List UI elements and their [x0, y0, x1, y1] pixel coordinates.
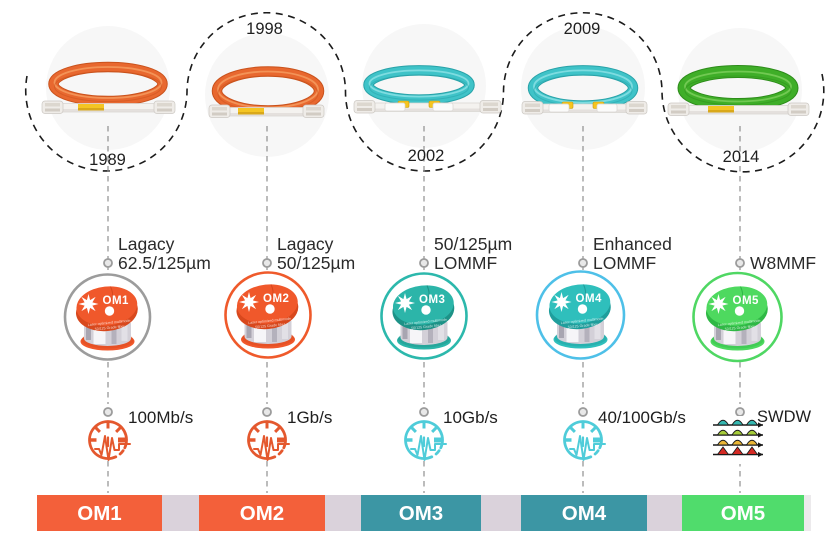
svg-text:OM3: OM3	[419, 294, 445, 306]
svg-text:50/125 Grade fiber: 50/125 Grade fiber	[95, 324, 126, 331]
svg-text:1998: 1998	[246, 20, 283, 38]
svg-text:Enhanced: Enhanced	[593, 234, 672, 254]
svg-text:OM5: OM5	[721, 502, 765, 525]
svg-text:OM5: OM5	[733, 295, 760, 307]
svg-text:62.5/125µm: 62.5/125µm	[118, 253, 211, 273]
svg-text:OM3: OM3	[399, 502, 443, 525]
svg-text:Laser optimized multimode: Laser optimized multimode	[561, 317, 604, 325]
svg-text:40/100Gb/s: 40/100Gb/s	[598, 408, 686, 427]
svg-text:50/125 Grade fiber: 50/125 Grade fiber	[255, 322, 286, 329]
svg-text:1989: 1989	[89, 151, 126, 169]
svg-text:OM2: OM2	[240, 502, 284, 525]
svg-text:OM4: OM4	[576, 293, 603, 305]
svg-text:OM1: OM1	[77, 502, 121, 525]
svg-text:OM1: OM1	[103, 295, 130, 307]
svg-text:2002: 2002	[408, 147, 445, 165]
svg-text:OM2: OM2	[263, 293, 289, 305]
svg-text:50/125µm: 50/125µm	[277, 253, 355, 273]
svg-text:Laser optimized multimode: Laser optimized multimode	[718, 319, 761, 327]
svg-text:100Mb/s: 100Mb/s	[128, 408, 193, 427]
svg-text:50/125µm: 50/125µm	[434, 234, 512, 254]
svg-text:SWDW: SWDW	[757, 408, 811, 426]
svg-text:W8MMF: W8MMF	[750, 253, 816, 273]
svg-text:1Gb/s: 1Gb/s	[287, 408, 332, 427]
svg-text:Lagacy: Lagacy	[277, 234, 334, 254]
svg-text:50/125 Grade fiber: 50/125 Grade fiber	[725, 324, 756, 331]
svg-text:LOMMF: LOMMF	[593, 253, 656, 273]
svg-text:2014: 2014	[723, 148, 760, 166]
svg-text:10Gb/s: 10Gb/s	[443, 408, 498, 427]
svg-text:2009: 2009	[564, 20, 601, 38]
svg-text:OM4: OM4	[562, 502, 607, 525]
svg-text:LOMMF: LOMMF	[434, 253, 497, 273]
svg-text:50/125 Grade fiber: 50/125 Grade fiber	[568, 322, 599, 329]
svg-text:Lagacy: Lagacy	[118, 234, 175, 254]
svg-text:50/125 Grade fiber: 50/125 Grade fiber	[411, 323, 442, 330]
svg-text:Laser optimized multimode: Laser optimized multimode	[88, 319, 131, 327]
svg-text:Laser optimized multimode: Laser optimized multimode	[404, 318, 447, 326]
svg-text:Laser optimized multimode: Laser optimized multimode	[248, 317, 291, 325]
